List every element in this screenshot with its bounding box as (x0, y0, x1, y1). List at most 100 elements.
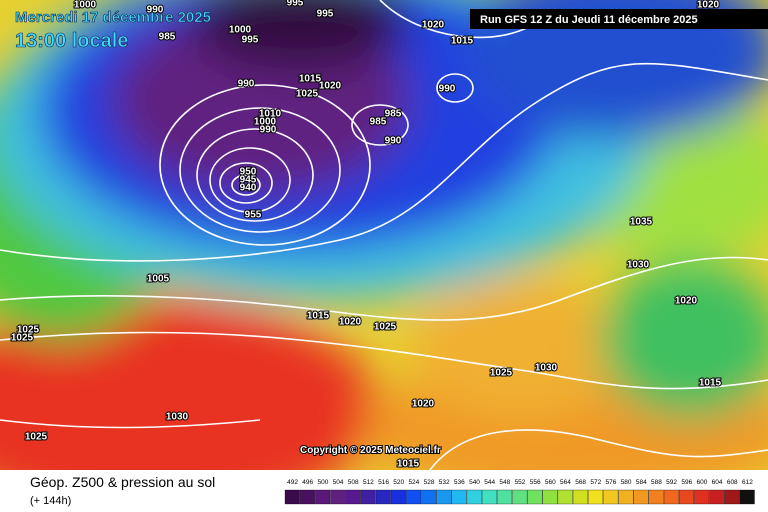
colorbar-label: 576 (606, 479, 617, 486)
isobar-label: 1020 (422, 20, 445, 31)
isobar-label: 1000 (254, 117, 277, 128)
isobar-label: 1000 (229, 25, 252, 36)
colorbar-label: 508 (348, 479, 359, 486)
colorbar-swatch (572, 489, 588, 505)
colorbar-swatch (618, 489, 634, 505)
forecast-time: 13:00 locale (15, 30, 128, 52)
colorbar-label: 568 (575, 479, 586, 486)
colorbar-swatch (663, 489, 679, 505)
isobar-label: 1020 (675, 296, 698, 307)
isobar-label: 940 (240, 183, 257, 194)
isobar-label: 1015 (299, 74, 322, 85)
colorbar-label: 608 (727, 479, 738, 486)
isobar-label: 990 (439, 84, 456, 95)
isobar-label: 1000 (74, 0, 97, 11)
isobar-label: 955 (245, 210, 262, 221)
isobar-label: 985 (370, 117, 387, 128)
isobar-label: 1035 (630, 217, 653, 228)
isobar-label: 985 (159, 32, 176, 43)
colorbar-label: 532 (439, 479, 450, 486)
colorbar-label: 548 (499, 479, 510, 486)
colorbar-swatch (315, 489, 331, 505)
colorbar-swatch (557, 489, 573, 505)
isobar-label: 990 (147, 5, 164, 16)
colorbar-swatch (512, 489, 528, 505)
colorbar-label: 524 (408, 479, 419, 486)
colorbar-label: 600 (697, 479, 708, 486)
colorbar-label: 604 (712, 479, 723, 486)
colorbar-swatch (497, 489, 513, 505)
colorbar-label: 540 (469, 479, 480, 486)
colorbar-swatch (724, 489, 740, 505)
isobar-label: 1025 (374, 322, 397, 333)
colorbar-label: 572 (590, 479, 601, 486)
colorbar-label: 520 (393, 479, 404, 486)
colorbar-swatch (300, 489, 315, 505)
copyright: Copyright © 2025 Meteociel.fr (300, 445, 441, 456)
isobar-label: 1025 (25, 432, 48, 443)
isobar-label: 950 (240, 167, 257, 178)
run-info: Run GFS 12 Z du Jeudi 11 décembre 2025 (480, 14, 698, 26)
isobar-label: 1010 (259, 109, 282, 120)
colorbar-swatch (603, 489, 619, 505)
isobar-label: 1015 (699, 378, 722, 389)
colorbar-label: 580 (621, 479, 632, 486)
colorbar-swatch (451, 489, 467, 505)
colorbar-swatch (436, 489, 452, 505)
colorbar-swatch (588, 489, 604, 505)
colorbar-swatch (375, 489, 391, 505)
isobar-label: 1025 (11, 333, 34, 344)
colorbar-label: 504 (333, 479, 344, 486)
footer-title: Géop. Z500 & pression au sol (30, 474, 215, 490)
run-box (470, 9, 768, 29)
colorbar-label: 544 (484, 479, 495, 486)
isobar-label: 995 (287, 0, 304, 9)
colorbar-swatch (527, 489, 543, 505)
colorbar-label: 496 (302, 479, 313, 486)
colorbar-swatch (330, 489, 346, 505)
forecast-date: Mercredi 17 décembre 2025 (15, 9, 211, 26)
isobar-label: 1015 (451, 36, 474, 47)
isobar-label: 1025 (17, 325, 40, 336)
colorbar-label: 596 (681, 479, 692, 486)
isobar-label: 1015 (307, 311, 330, 322)
colorbar-swatch (284, 489, 300, 505)
colorbar-label: 592 (666, 479, 677, 486)
colorbar-label: 516 (378, 479, 389, 486)
isobar-label: 1005 (147, 274, 170, 285)
colorbar-label: 564 (560, 479, 571, 486)
isobar-label: 1020 (697, 0, 720, 11)
isobar-label: 990 (238, 79, 255, 90)
colorbar-swatch (421, 489, 437, 505)
isobar-label: 945 (240, 175, 257, 186)
colorbar-swatch (390, 489, 406, 505)
colorbar-label: 492 (287, 479, 298, 486)
isobar-label: 990 (260, 125, 277, 136)
isobar-label: 1015 (397, 459, 420, 470)
colorbar-swatch (360, 489, 376, 505)
colorbar-label: 536 (454, 479, 465, 486)
isobar-label: 995 (317, 9, 334, 20)
colorbar-swatch (694, 489, 710, 505)
isobar-label: 1020 (339, 317, 362, 328)
colorbar-swatch (633, 489, 649, 505)
colorbar-swatch (481, 489, 497, 505)
isobar-label: 995 (242, 35, 259, 46)
isobars (0, 0, 768, 470)
isobar-label: 1020 (412, 399, 435, 410)
colorbar-label: 552 (515, 479, 526, 486)
colorbar-label: 528 (424, 479, 435, 486)
colorbar-label: 588 (651, 479, 662, 486)
colorbar-swatch (679, 489, 695, 505)
colorbar-swatch (345, 489, 361, 505)
colorbar: 492 496 500 504 508 512 516 520 524 528 532 536 540 5… (284, 479, 755, 505)
isobar-label: 1030 (627, 260, 650, 271)
colorbar-swatch (542, 489, 558, 505)
isobar-label: 985 (385, 109, 402, 120)
isobar-label: 1030 (535, 363, 558, 374)
colorbar-swatch (648, 489, 664, 505)
colorbar-label: 560 (545, 479, 556, 486)
